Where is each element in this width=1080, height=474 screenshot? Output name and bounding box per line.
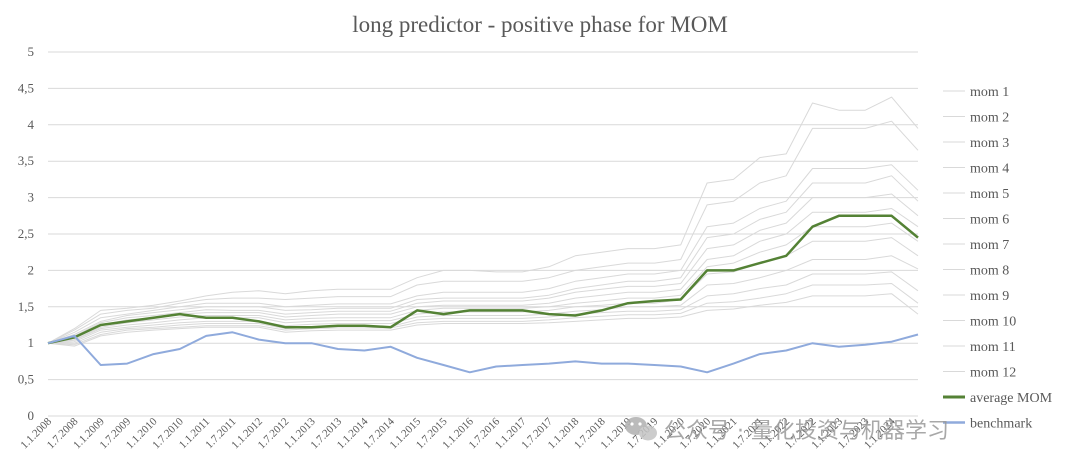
series-line-mom-5 [47, 193, 919, 344]
y-tick-label: 1,5 [18, 299, 34, 314]
legend-label-mom-1: mom 1 [970, 85, 1009, 100]
watermark: 公众号 · 量化投资与机器学习 [625, 417, 949, 444]
series-line-mom-12 [47, 293, 919, 347]
series-line-mom-3 [47, 164, 919, 344]
y-tick-label: 3 [28, 190, 35, 205]
y-tick-label: 3,5 [18, 153, 34, 168]
legend-label-mom-7: mom 7 [970, 238, 1009, 253]
legend-label-mom-9: mom 9 [970, 289, 1009, 304]
legend-label-mom-5: mom 5 [970, 187, 1009, 202]
legend-label-average-mom: average MOM [970, 391, 1053, 406]
y-tick-label: 2,5 [18, 226, 34, 241]
legend-label-mom-3: mom 3 [970, 136, 1009, 151]
series-line-mom-11 [47, 283, 919, 346]
series-line-mom-9 [47, 255, 919, 344]
y-tick-label: 2 [28, 262, 35, 277]
legend-label-mom-6: mom 6 [970, 213, 1009, 228]
series-lines [47, 96, 919, 374]
y-tick-label: 4 [28, 117, 35, 132]
legend-label-benchmark: benchmark [970, 417, 1032, 432]
wechat-icon [625, 417, 657, 441]
legend-label-mom-4: mom 4 [970, 162, 1009, 177]
series-line-mom-2 [47, 120, 919, 344]
series-line-mom-1 [47, 96, 919, 344]
y-tick-label: 1 [28, 335, 35, 350]
chart-title: long predictor - positive phase for MOM [352, 12, 728, 37]
watermark-text: 公众号 · 量化投资与机器学习 [664, 419, 949, 444]
gridlines [48, 51, 918, 417]
y-tick-label: 0 [28, 408, 35, 423]
legend-label-mom-12: mom 12 [970, 366, 1016, 381]
legend-label-mom-10: mom 10 [970, 315, 1016, 330]
series-line-mom-10 [48, 271, 919, 344]
legend: mom 1 mom 2 mom 3 mom 4 mom 5 mom 6 mom 7 mom 8… [943, 85, 1053, 432]
series-line-mom-4 [47, 175, 919, 344]
series-line-benchmark [47, 331, 919, 374]
legend-label-mom-2: mom 2 [970, 111, 1009, 126]
legend-label-mom-8: mom 8 [970, 264, 1009, 279]
y-tick-label: 0,5 [18, 372, 34, 387]
legend-label-mom-11: mom 11 [970, 340, 1016, 355]
series-line-average-mom [47, 214, 919, 345]
series-line-mom-6 [47, 208, 919, 344]
y-axis-ticks: 0 0,5 1 1,5 2 2,5 3 3,5 4 4,5 5 [18, 44, 35, 423]
y-tick-label: 5 [28, 44, 35, 59]
y-tick-label: 4,5 [18, 80, 34, 95]
